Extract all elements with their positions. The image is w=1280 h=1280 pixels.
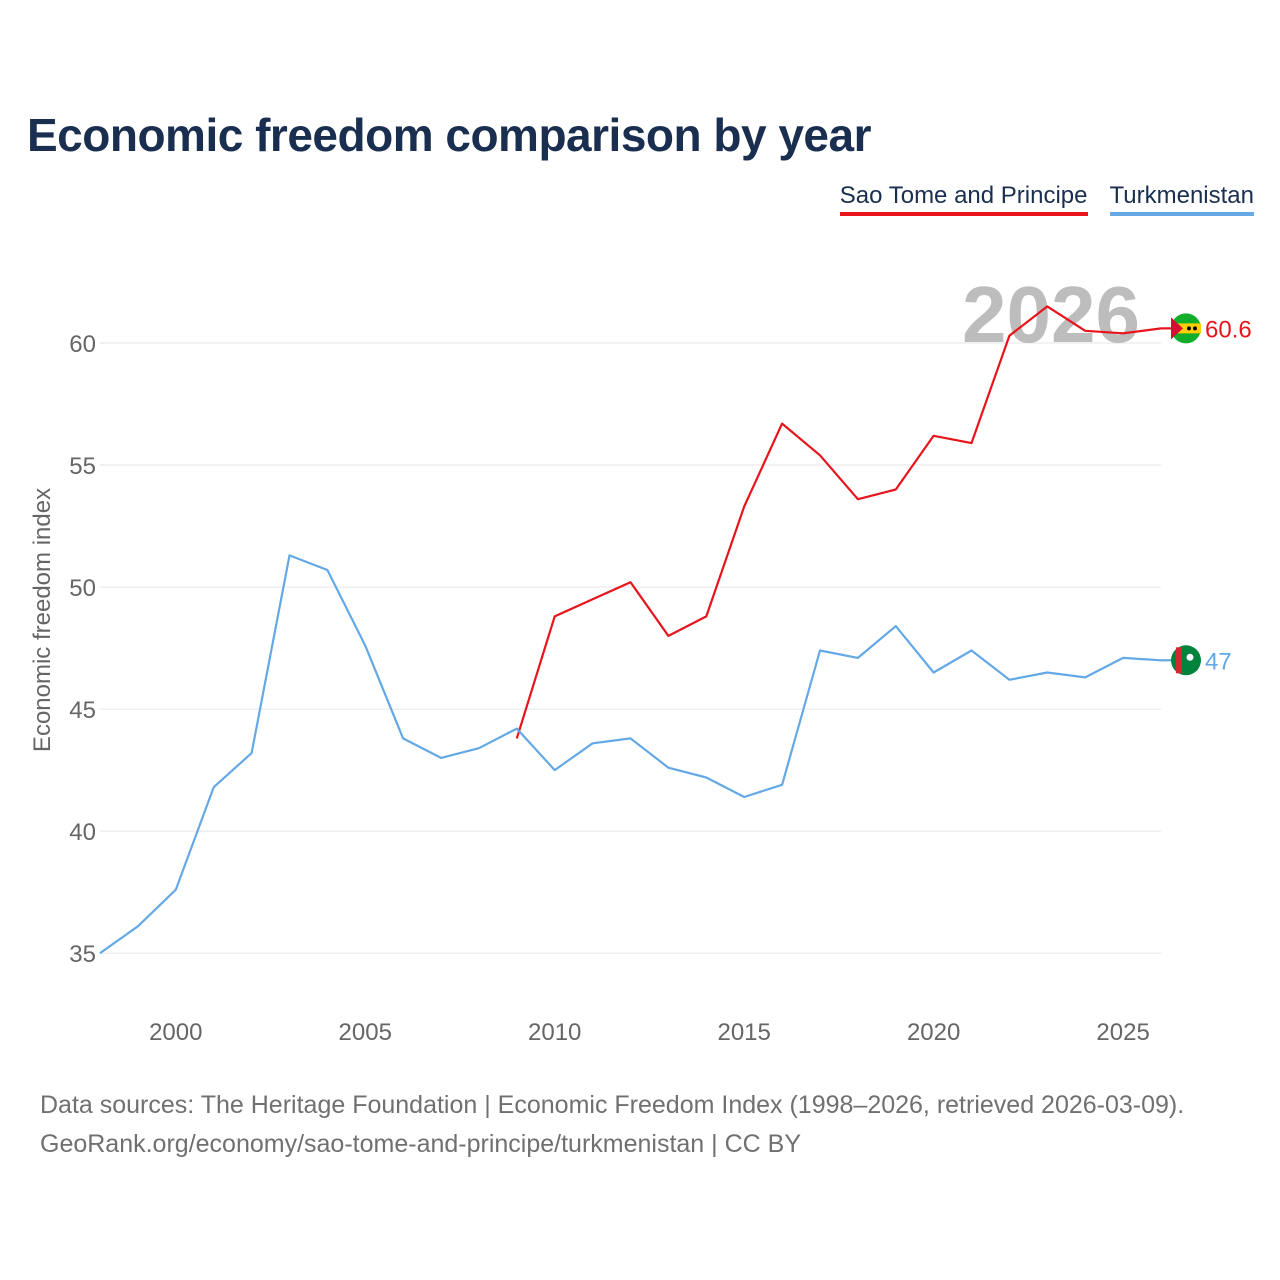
flag-star <box>1187 326 1191 331</box>
x-tick-label: 2000 <box>149 1019 202 1046</box>
legend-item-sao-tome-and-principe[interactable]: Sao Tome and Principe <box>839 182 1088 216</box>
chart-title: Economic freedom comparison by year <box>27 109 872 161</box>
y-tick-label: 45 <box>69 697 96 724</box>
x-tick-label: 2020 <box>907 1019 960 1046</box>
y-tick-label: 55 <box>69 453 96 480</box>
y-tick-label: 60 <box>69 331 96 358</box>
credit-link[interactable]: GeoRank.org/economy/sao-tome-and-princip… <box>40 1130 801 1158</box>
legend: Sao Tome and Principe Turkmenistan <box>839 182 1254 216</box>
footer: Data sources: The Heritage Foundation | … <box>40 1086 1184 1164</box>
x-tick-label: 2010 <box>528 1019 581 1046</box>
line-chart: 35 40 45 50 55 60 2000 2005 2010 2015 2020 2025 Econ… <box>29 270 1252 1046</box>
flag-band <box>1171 323 1201 334</box>
y-axis-label: Economic freedom index <box>29 488 56 752</box>
current-year-label: 2026 <box>962 270 1140 359</box>
data-source-note: Data sources: The Heritage Foundation | … <box>40 1091 1185 1119</box>
y-tick-label: 40 <box>69 819 96 846</box>
x-tick-label: 2015 <box>717 1019 770 1046</box>
x-tick-label: 2025 <box>1096 1019 1149 1046</box>
legend-item-turkmenistan[interactable]: Turkmenistan <box>1109 182 1254 216</box>
flag-crescent <box>1186 653 1194 661</box>
flag-stripe <box>1176 647 1182 674</box>
turkmenistan-flag-icon <box>1171 645 1201 676</box>
series-line-turkmenistan <box>99 554 1162 955</box>
series-end-value-turkmenistan: 47 <box>1205 648 1232 675</box>
y-tick-label: 50 <box>69 575 96 602</box>
series-line-sao-tome-and-principe <box>515 305 1162 739</box>
y-tick-label: 35 <box>69 941 96 968</box>
flag-triangle <box>1171 317 1183 340</box>
x-tick-label: 2005 <box>339 1019 392 1046</box>
series-end-value-sao-tome-and-principe: 60.6 <box>1205 316 1252 343</box>
flag-star <box>1193 326 1197 331</box>
